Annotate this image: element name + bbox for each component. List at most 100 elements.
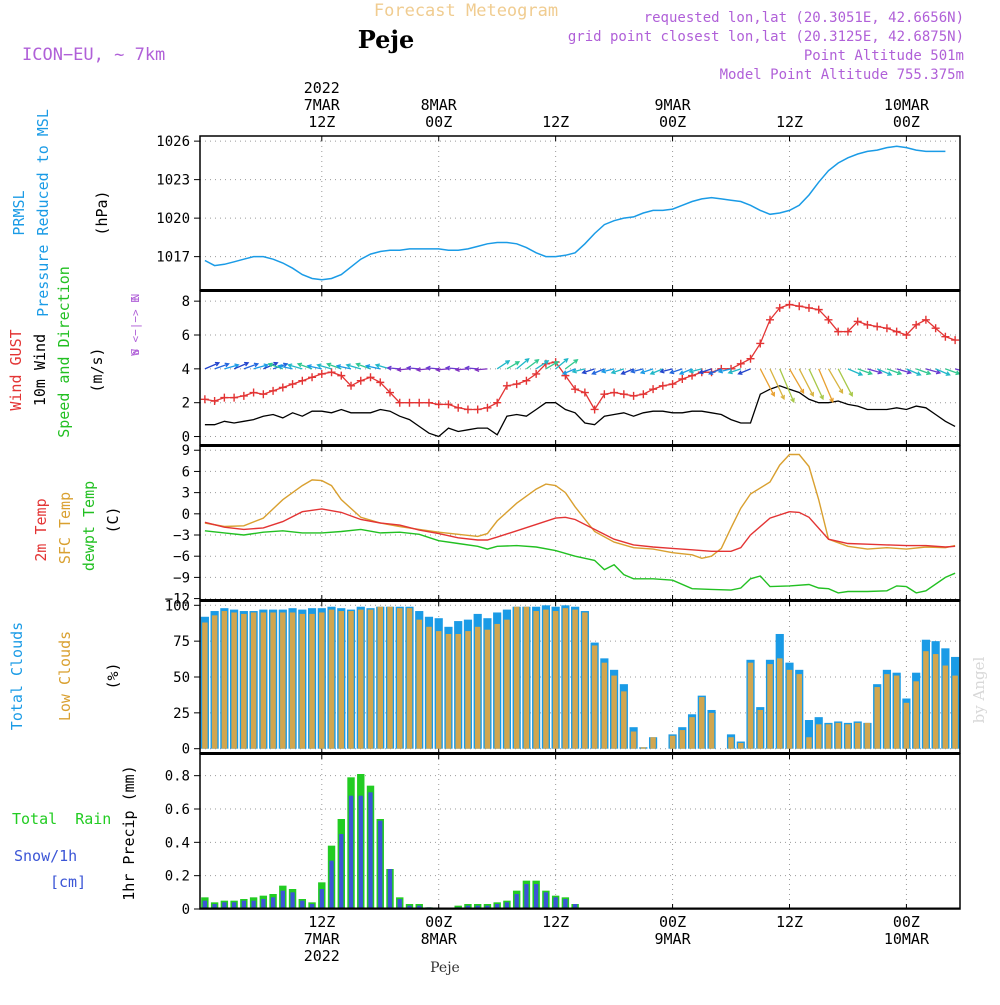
y-tick-label: 0.2: [165, 869, 190, 885]
gust-marker: [239, 391, 248, 400]
snow-bar: [368, 792, 373, 909]
low-cloud-bar: [416, 619, 422, 749]
gust-marker: [668, 380, 677, 389]
wind-direction-arrow: [506, 361, 521, 370]
panel-separator: [200, 752, 960, 755]
wind-direction-arrow: [659, 368, 673, 374]
low-cloud-bar: [903, 702, 910, 749]
low-cloud-bar: [504, 619, 510, 749]
snow-bar: [309, 904, 315, 909]
gust-marker: [278, 383, 287, 392]
gust-marker: [824, 315, 833, 324]
gust-marker: [463, 405, 472, 414]
gust-marker: [814, 305, 823, 314]
cloud-label-1: Total Clouds: [8, 622, 26, 730]
y-tick-label: 1017: [156, 250, 190, 266]
gust-marker: [395, 398, 404, 407]
gust-marker: [658, 381, 667, 390]
snow-bar: [329, 860, 334, 909]
low-cloud-bar: [289, 612, 296, 749]
gust-marker: [921, 315, 930, 324]
low-cloud-bar: [299, 613, 306, 749]
gust-marker: [347, 381, 356, 390]
snow-bar: [495, 904, 500, 909]
gust-marker: [678, 375, 687, 383]
wind-direction-arrow: [717, 368, 732, 374]
credit-text: by Angel: [970, 656, 988, 723]
model-altitude: Model Point Altitude 755.375m: [720, 67, 964, 83]
time-label-bottom: 10MAR: [884, 930, 930, 948]
gust-marker: [882, 324, 891, 333]
snow-bar: [280, 890, 285, 909]
y-tick-label: 1020: [156, 211, 190, 227]
gust-marker: [902, 331, 911, 339]
gust-marker: [619, 390, 628, 399]
gust-marker: [444, 400, 453, 409]
wind-label-2: 10m Wind: [31, 334, 49, 406]
wind-direction-arrow: [769, 368, 785, 401]
gust-marker: [756, 339, 765, 348]
compass-n: N: [129, 294, 142, 301]
y-tick-label: 8: [182, 294, 190, 310]
wind-direction-arrow: [581, 368, 595, 375]
y-tick-label: 75: [173, 634, 190, 650]
panel-separator: [200, 599, 960, 602]
y-tick-label: 0.6: [165, 802, 190, 818]
y-tick-label: 100: [165, 598, 190, 614]
snow-bar: [534, 884, 539, 909]
low-cloud-bar: [952, 675, 958, 749]
wind-label-3: Speed and Direction: [55, 266, 73, 438]
low-cloud-bar: [426, 626, 432, 749]
gust-marker: [493, 398, 502, 407]
time-label-top: 9MAR: [655, 96, 692, 114]
low-cloud-bar: [338, 611, 345, 749]
low-cloud-bar: [211, 615, 218, 749]
wind-direction-arrow: [698, 368, 712, 375]
snow-bar: [212, 904, 217, 909]
wind-direction-arrow: [214, 362, 230, 370]
wind-direction-arrow: [545, 361, 560, 370]
y-tick-label: 6: [182, 464, 190, 480]
gust-marker: [912, 320, 921, 329]
gust-marker: [473, 405, 482, 414]
rain-label: Total Rain: [12, 810, 111, 828]
wind-direction-arrow: [935, 368, 951, 376]
wind-direction-arrow: [896, 368, 912, 375]
wind-direction-arrow: [886, 368, 903, 376]
snow-bar: [348, 795, 354, 909]
time-label-top: 12Z: [308, 113, 335, 131]
sfc-temp-line: [204, 453, 956, 560]
temp-label-1: 2m Temp: [32, 498, 50, 561]
gust-marker: [317, 369, 326, 378]
low-cloud-bar: [309, 613, 315, 749]
gust-marker: [210, 397, 219, 405]
low-cloud-bar: [913, 681, 919, 749]
y-tick-label: 0.4: [165, 835, 190, 851]
snow-bar: [387, 869, 393, 909]
snow-bar: [261, 899, 266, 909]
y-tick-label: 1026: [156, 134, 190, 150]
low-cloud-bar: [923, 651, 929, 749]
gust-marker: [454, 403, 463, 412]
location-title: Peje: [358, 25, 415, 54]
wind-direction-arrow: [464, 365, 478, 371]
low-cloud-bar: [815, 724, 822, 749]
compass-s: S: [129, 349, 142, 356]
low-cloud-bar: [786, 669, 793, 749]
time-label-top: 00Z: [659, 113, 686, 131]
cloud-unit: (%): [104, 662, 122, 689]
y-tick-label: −9: [173, 570, 190, 586]
low-cloud-bar: [669, 735, 676, 749]
precip-axis-label: 1hr Precip (mm): [120, 765, 138, 900]
gust-marker: [434, 400, 443, 409]
y-tick-label: 9: [182, 443, 190, 459]
pressure-unit: (hPa): [93, 190, 111, 235]
gust-marker: [649, 385, 658, 394]
time-label-bottom: 8MAR: [421, 930, 458, 948]
snow-bar: [251, 900, 256, 909]
wind-direction-arrow: [287, 363, 303, 370]
time-label-bottom: 12Z: [776, 913, 803, 931]
time-label-bottom: 12Z: [542, 913, 569, 931]
wind-direction-arrow: [798, 368, 814, 398]
gust-marker: [639, 390, 648, 399]
